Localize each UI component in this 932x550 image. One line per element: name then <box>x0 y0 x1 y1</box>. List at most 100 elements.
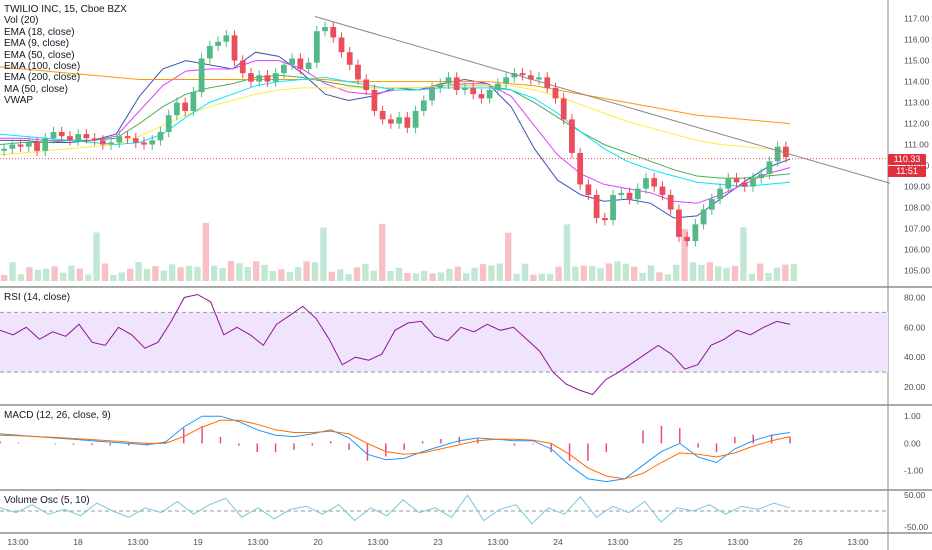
time-tick-label: 13:00 <box>607 537 629 547</box>
legend-ema-50[interactable]: EMA (50, close) <box>4 49 75 61</box>
volume-bar <box>463 273 470 281</box>
volume-bar <box>253 261 260 281</box>
candle-body <box>462 87 468 90</box>
legend-vwap[interactable]: VWAP <box>4 95 34 107</box>
candle-body <box>215 41 221 46</box>
candle-body <box>355 64 361 80</box>
rsi-band <box>0 312 888 373</box>
candle-body <box>198 58 205 93</box>
volume-bar <box>387 271 394 281</box>
volume-bar <box>547 273 554 281</box>
trendline <box>314 16 891 184</box>
candle-body <box>1 148 7 151</box>
signal-line <box>0 419 791 480</box>
volume-bar <box>169 264 176 281</box>
volume-bar <box>143 268 151 281</box>
volume-osc-label[interactable]: Volume Osc (5, 10) <box>4 495 90 506</box>
volume-bar <box>622 263 629 281</box>
candle-body <box>165 115 172 132</box>
price-tick-label: 105.00 <box>904 266 930 276</box>
candle-body <box>305 62 312 69</box>
volume-bar <box>337 269 344 281</box>
candle-body <box>231 35 238 61</box>
volume-bar <box>505 232 512 281</box>
candle-body <box>248 73 254 82</box>
volume-bar <box>269 271 277 281</box>
candle-body <box>420 100 427 111</box>
legend-ema-18[interactable]: EMA (18, close) <box>4 26 75 38</box>
volume-bar <box>185 265 193 281</box>
volume-bar <box>748 273 755 281</box>
legend-ma-50[interactable]: MA (50, close) <box>4 83 68 95</box>
candle-body <box>708 199 715 210</box>
candle-body <box>527 75 534 80</box>
volume-bar <box>723 267 730 281</box>
price-tick-label: 107.00 <box>904 224 930 234</box>
candle-body <box>733 178 740 183</box>
volume-bar <box>513 273 520 281</box>
time-tick-label: 24 <box>553 537 563 547</box>
volume-bar <box>656 272 663 281</box>
candle-body <box>659 186 666 195</box>
volume-bar <box>370 270 377 281</box>
legend-ema-100[interactable]: EMA (100, close) <box>4 61 81 73</box>
candle-body <box>149 140 156 145</box>
candle-body <box>281 64 287 74</box>
volume-bar <box>715 266 722 281</box>
volume-bar <box>202 222 209 281</box>
last-price-tag: 110.33 <box>888 154 926 165</box>
candle-body <box>379 110 386 120</box>
candle-body <box>256 75 263 82</box>
candle-body <box>692 224 699 242</box>
time-tick-label: 19 <box>193 537 203 547</box>
price-tick-label: 106.00 <box>904 245 930 255</box>
volume-bar <box>765 273 772 281</box>
price-tick-label: 113.00 <box>904 98 930 108</box>
volume-bar <box>51 266 58 281</box>
candle-body <box>9 144 16 149</box>
legend-ema-9[interactable]: EMA (9, close) <box>4 38 70 50</box>
candle-body <box>223 35 230 42</box>
volume-bar <box>93 232 100 281</box>
price-tick-label: 111.00 <box>904 140 929 150</box>
candle-body <box>132 138 139 143</box>
candle-body <box>470 87 477 95</box>
macd-label[interactable]: MACD (12, 26, close, 9) <box>4 410 111 421</box>
volume-bar <box>412 273 419 281</box>
legend-volume[interactable]: Vol (20) <box>4 15 39 27</box>
candle-body <box>577 152 584 185</box>
volume-bar <box>773 267 781 281</box>
time-tick-label: 20 <box>313 537 323 547</box>
candle-body <box>346 52 353 65</box>
candle-body <box>783 146 789 158</box>
volume-bar <box>521 263 529 281</box>
candle-body <box>42 138 49 151</box>
candle-body <box>108 142 114 145</box>
candle-body <box>643 178 649 189</box>
candle-body <box>239 60 246 74</box>
candle-body <box>684 236 691 242</box>
price-tick-label: 114.00 <box>904 77 930 87</box>
candle-body <box>297 58 304 69</box>
volume-bar <box>782 264 789 281</box>
legend-symbol[interactable]: TWILIO INC, 15, Cboe BZX <box>4 4 127 15</box>
volume-bar <box>345 274 352 281</box>
rsi-label[interactable]: RSI (14, close) <box>4 292 71 303</box>
candle-body <box>717 188 723 200</box>
volume-bar <box>152 265 159 281</box>
price-tick-label: 115.00 <box>904 56 930 66</box>
candle-body <box>445 77 452 84</box>
candle-body <box>322 26 328 32</box>
volume-bar <box>689 262 697 281</box>
candle-body <box>396 117 402 124</box>
rsi-line <box>0 293 791 396</box>
candle-body <box>330 26 337 38</box>
legend-ema-200[interactable]: EMA (200, close) <box>4 72 81 84</box>
candle-body <box>494 83 501 90</box>
candle-body <box>544 77 551 88</box>
candle-body <box>601 218 608 221</box>
volume-bar <box>471 267 478 281</box>
volume-bar <box>278 269 285 281</box>
volume-bar <box>320 227 327 281</box>
candle-body <box>116 136 123 143</box>
